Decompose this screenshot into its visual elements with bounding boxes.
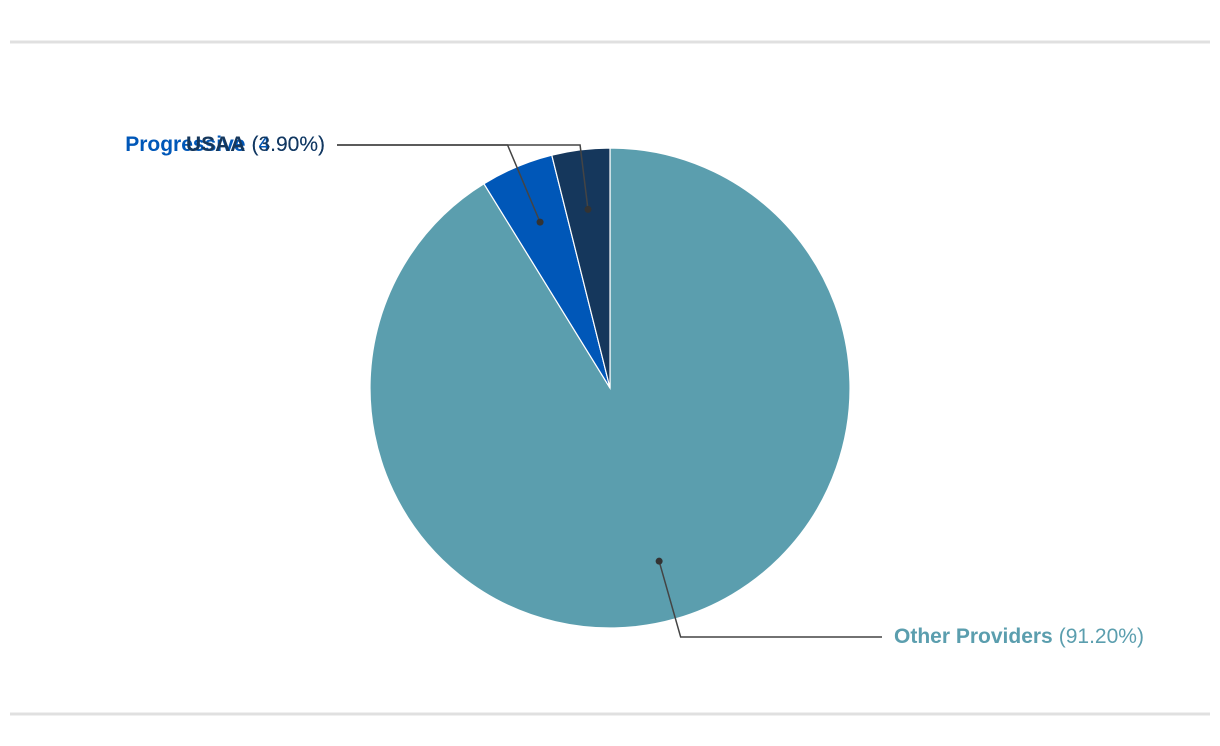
leader-dot (655, 557, 663, 565)
slice-name: Other Providers (894, 625, 1053, 648)
leader-line (337, 144, 589, 210)
slice-name: USAA (186, 133, 246, 156)
slice-value: (4.90%) (251, 133, 325, 156)
leader-dot (536, 218, 544, 226)
slice-label: Progressive (4.90%) (125, 133, 325, 156)
slice-label: Other Providers (91.20%) (894, 625, 1144, 648)
slice-value: (91.20%) (1059, 625, 1144, 648)
leader-line (658, 560, 882, 638)
slice-label: USAA (3.90%) (186, 133, 325, 156)
slice-value: (3.90%) (251, 133, 325, 156)
leader-dot (584, 205, 592, 213)
slice-name: Progressive (125, 133, 245, 156)
